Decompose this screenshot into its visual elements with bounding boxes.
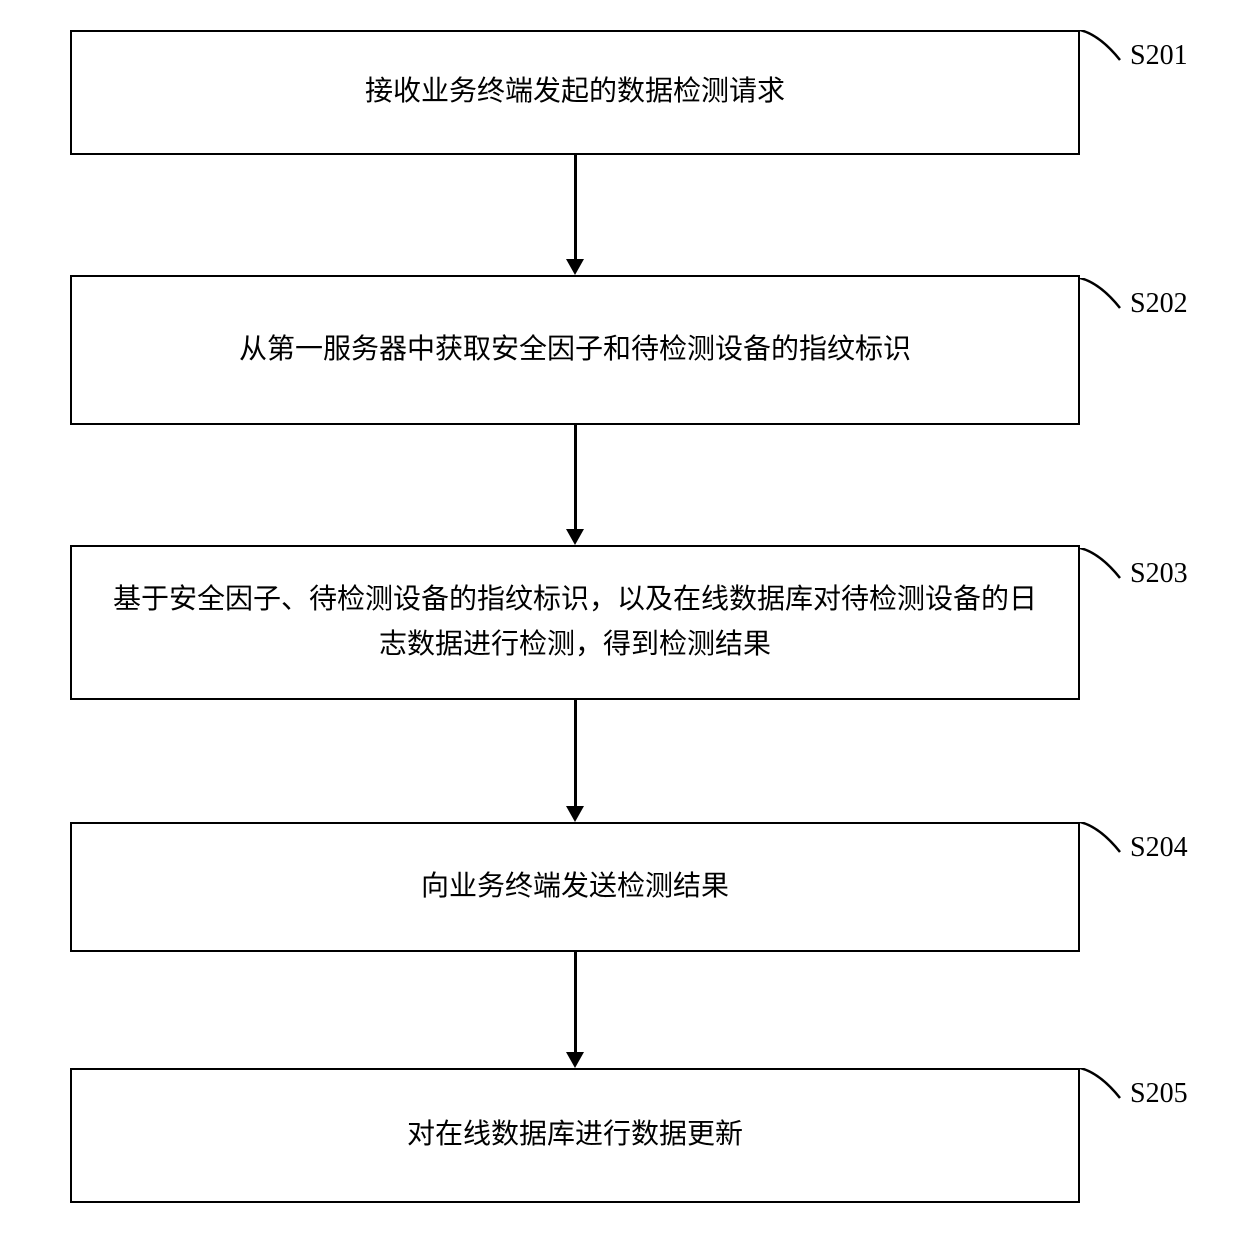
step-label-s202: S202 xyxy=(1130,288,1188,320)
step-text: 对在线数据库进行数据更新 xyxy=(407,1113,743,1158)
arrow-head-icon xyxy=(566,1052,584,1068)
step-text: 从第一服务器中获取安全因子和待检测设备的指纹标识 xyxy=(239,328,911,373)
flowchart-step-s204: 向业务终端发送检测结果 xyxy=(70,822,1080,952)
label-connector xyxy=(1080,30,1130,70)
flowchart-step-s203: 基于安全因子、待检测设备的指纹标识，以及在线数据库对待检测设备的日志数据进行检测… xyxy=(70,545,1080,700)
flowchart-arrow xyxy=(574,425,577,529)
flowchart-arrow xyxy=(574,155,577,259)
arrow-head-icon xyxy=(566,529,584,545)
step-text: 接收业务终端发起的数据检测请求 xyxy=(365,70,785,115)
step-text: 向业务终端发送检测结果 xyxy=(421,865,729,910)
step-text: 基于安全因子、待检测设备的指纹标识，以及在线数据库对待检测设备的日志数据进行检测… xyxy=(112,578,1038,668)
step-label-s204: S204 xyxy=(1130,832,1188,864)
step-label-s203: S203 xyxy=(1130,558,1188,590)
arrow-head-icon xyxy=(566,806,584,822)
flowchart-step-s205: 对在线数据库进行数据更新 xyxy=(70,1068,1080,1203)
flowchart-step-s202: 从第一服务器中获取安全因子和待检测设备的指纹标识 xyxy=(70,275,1080,425)
label-connector xyxy=(1080,1068,1130,1108)
flowchart-container: 接收业务终端发起的数据检测请求 S201 从第一服务器中获取安全因子和待检测设备… xyxy=(0,0,1240,1234)
flowchart-arrow xyxy=(574,952,577,1052)
label-connector xyxy=(1080,548,1130,588)
arrow-head-icon xyxy=(566,259,584,275)
step-label-s201: S201 xyxy=(1130,40,1188,72)
label-connector xyxy=(1080,278,1130,318)
flowchart-arrow xyxy=(574,700,577,806)
label-connector xyxy=(1080,822,1130,862)
step-label-s205: S205 xyxy=(1130,1078,1188,1110)
flowchart-step-s201: 接收业务终端发起的数据检测请求 xyxy=(70,30,1080,155)
